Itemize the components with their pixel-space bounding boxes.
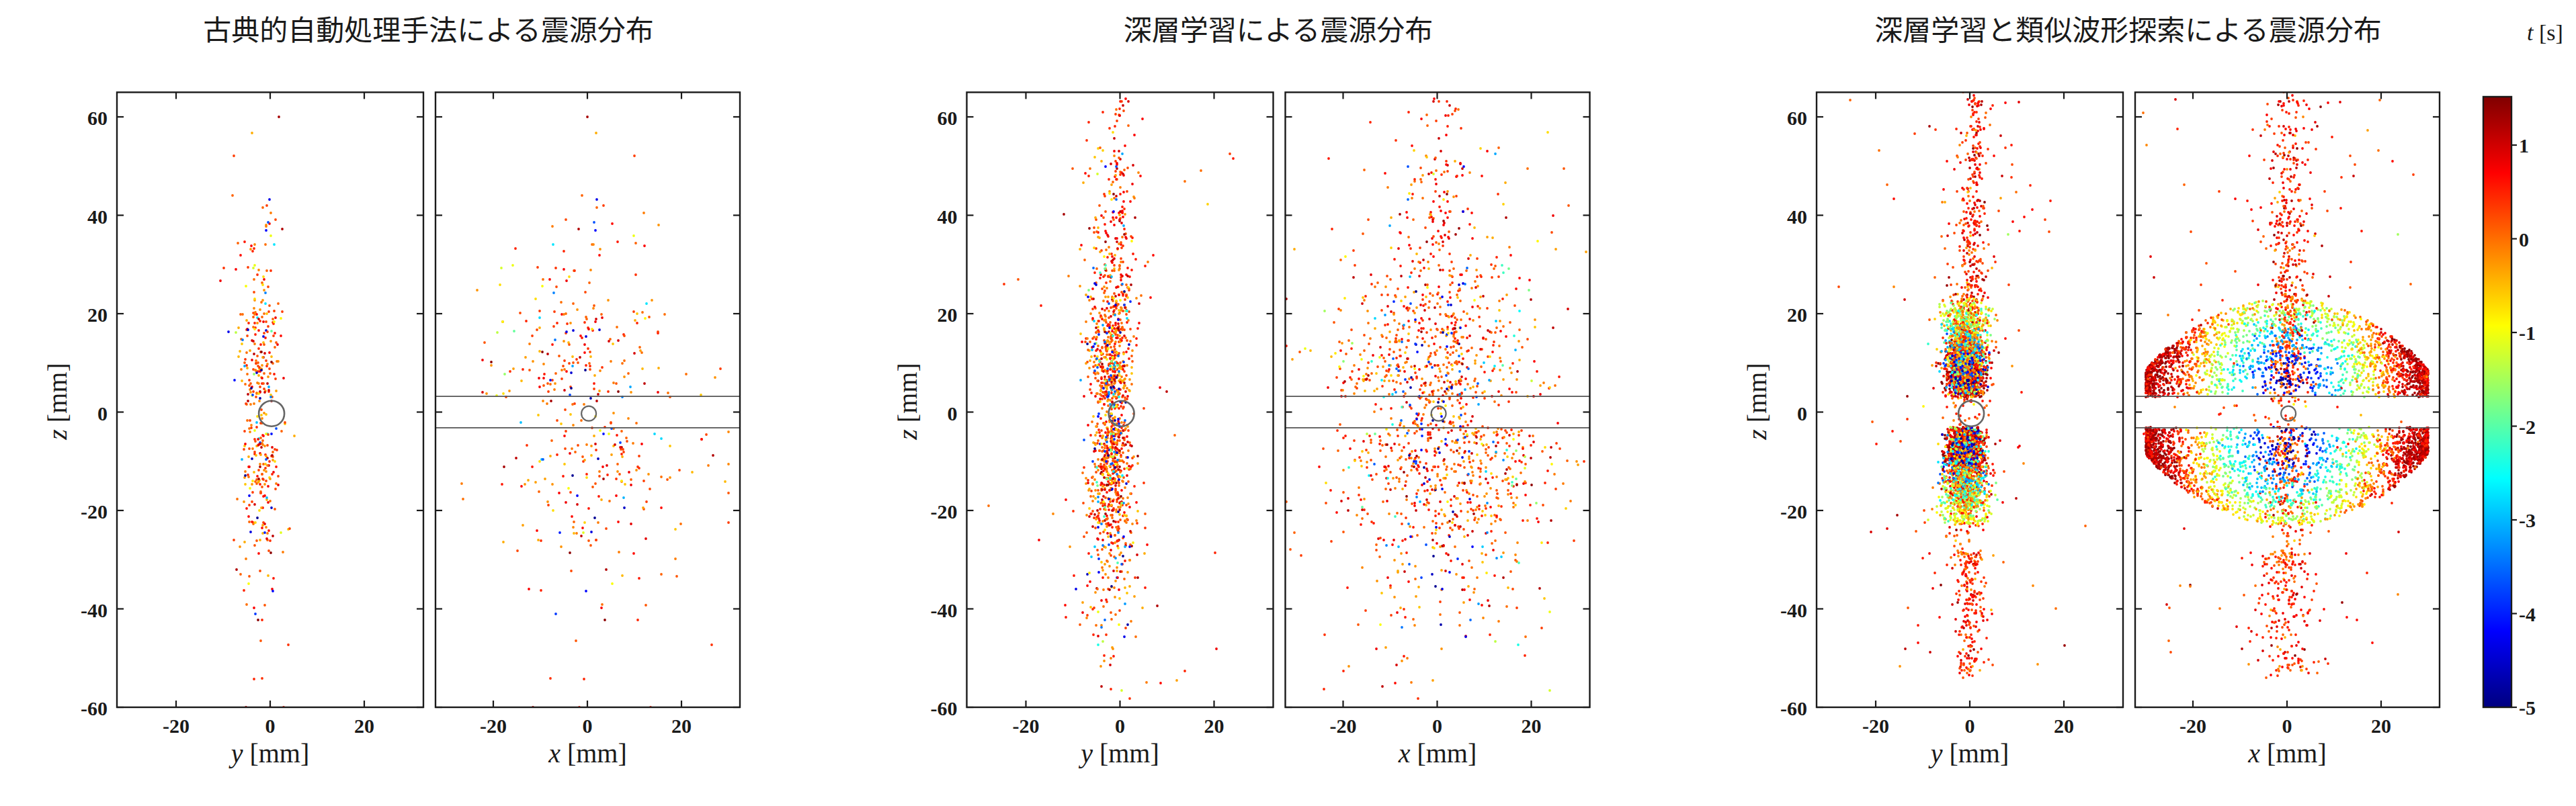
svg-text:-20: -20 <box>931 500 958 523</box>
svg-text:x [mm]: x [mm] <box>548 738 627 768</box>
svg-text:-2: -2 <box>2519 416 2536 438</box>
svg-text:20: 20 <box>2371 715 2391 737</box>
svg-text:20: 20 <box>938 304 958 326</box>
svg-text:-60: -60 <box>1780 697 1807 719</box>
svg-text:20: 20 <box>1522 715 1542 737</box>
svg-text:0: 0 <box>583 715 593 737</box>
svg-text:20: 20 <box>354 715 374 737</box>
svg-text:0: 0 <box>1965 715 1975 737</box>
svg-text:z [mm]: z [mm] <box>892 363 923 440</box>
svg-text:1: 1 <box>2519 134 2529 156</box>
svg-text:-20: -20 <box>1013 715 1040 737</box>
svg-text:20: 20 <box>87 304 108 326</box>
svg-text:-20: -20 <box>1330 715 1357 737</box>
svg-text:古典的自動処理手法による震源分布: 古典的自動処理手法による震源分布 <box>203 15 654 46</box>
svg-text:z [mm]: z [mm] <box>1742 363 1772 440</box>
svg-text:0: 0 <box>2519 228 2529 251</box>
svg-text:0: 0 <box>97 402 108 424</box>
svg-text:深層学習による震源分布: 深層学習による震源分布 <box>1124 15 1434 46</box>
svg-text:40: 40 <box>938 206 958 228</box>
svg-text:-3: -3 <box>2519 509 2536 531</box>
svg-text:0: 0 <box>265 715 276 737</box>
svg-text:-1: -1 <box>2519 322 2536 344</box>
svg-text:y [mm]: y [mm] <box>1928 738 2009 768</box>
svg-text:20: 20 <box>1787 304 1807 326</box>
svg-text:深層学習と類似波形探索による震源分布: 深層学習と類似波形探索による震源分布 <box>1874 15 2382 46</box>
svg-text:0: 0 <box>1432 715 1442 737</box>
svg-text:-4: -4 <box>2519 603 2536 625</box>
svg-text:-20: -20 <box>2179 715 2206 737</box>
svg-text:20: 20 <box>1204 715 1224 737</box>
svg-text:-5: -5 <box>2519 697 2536 719</box>
svg-text:0: 0 <box>2282 715 2292 737</box>
svg-text:-20: -20 <box>1862 715 1889 737</box>
svg-text:0: 0 <box>948 402 958 424</box>
svg-text:60: 60 <box>87 107 108 129</box>
svg-text:60: 60 <box>938 107 958 129</box>
svg-text:y [mm]: y [mm] <box>228 738 310 768</box>
svg-text:-20: -20 <box>163 715 190 737</box>
svg-text:-40: -40 <box>931 599 958 621</box>
svg-text:20: 20 <box>2054 715 2074 737</box>
svg-text:y [mm]: y [mm] <box>1078 738 1159 768</box>
svg-text:40: 40 <box>1787 206 1807 228</box>
svg-text:20: 20 <box>671 715 692 737</box>
svg-text:60: 60 <box>1787 107 1807 129</box>
svg-text:x [mm]: x [mm] <box>2247 738 2327 768</box>
svg-text:0: 0 <box>1115 715 1125 737</box>
svg-text:-20: -20 <box>1780 500 1807 523</box>
svg-text:-20: -20 <box>480 715 507 737</box>
svg-text:z [mm]: z [mm] <box>42 363 73 440</box>
svg-text:-60: -60 <box>81 697 108 719</box>
svg-text:-40: -40 <box>81 599 108 621</box>
svg-text:40: 40 <box>87 206 108 228</box>
svg-text:t [s]: t [s] <box>2527 20 2563 45</box>
svg-text:-40: -40 <box>1780 599 1807 621</box>
svg-text:x [mm]: x [mm] <box>1398 738 1477 768</box>
svg-text:-60: -60 <box>931 697 958 719</box>
svg-text:-20: -20 <box>81 500 108 523</box>
svg-text:0: 0 <box>1797 402 1807 424</box>
